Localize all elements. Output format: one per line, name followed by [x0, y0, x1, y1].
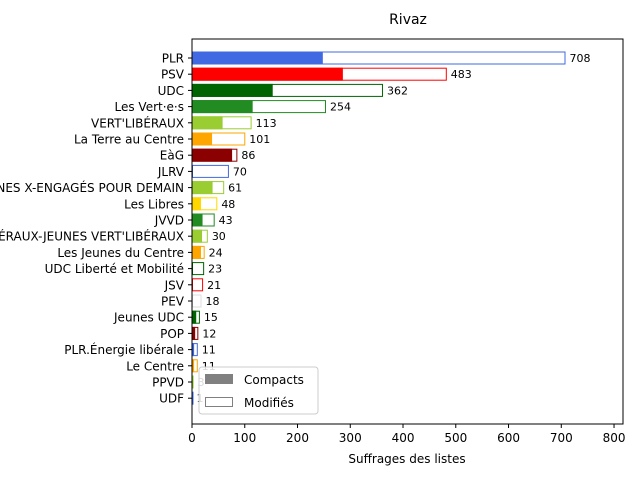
y-tick-label: PSV: [161, 68, 185, 82]
bar-compact: [192, 83, 273, 97]
y-tick-label: EàG: [160, 149, 184, 163]
bar-compact: [192, 197, 201, 211]
bar-modified-outline: [192, 391, 194, 405]
bar-compact: [192, 51, 323, 65]
bar-compact: [192, 359, 195, 373]
x-axis-ticks: 0 100 200 300 400 500 600 700 800: [188, 424, 625, 445]
bar-modified-outline: [192, 262, 205, 276]
x-tick-label: 700: [550, 431, 573, 445]
x-tick-label: 400: [392, 431, 415, 445]
bar-value-label: 48: [221, 198, 235, 211]
y-tick-label: Les Vert·e·s: [115, 100, 185, 114]
y-tick-label: UDC Liberté et Mobilité: [45, 262, 184, 276]
y-tick-label: Les Libres: [124, 197, 184, 211]
chart-title: Rivaz: [389, 12, 427, 28]
y-tick-label: JVVD: [154, 214, 184, 228]
bar-value-label: 708: [569, 52, 590, 65]
bar-modified-outline: [192, 375, 194, 389]
y-tick-label: La Terre au Centre: [74, 133, 184, 147]
bar-value-label: 113: [256, 117, 277, 130]
bar-value-label: 362: [387, 84, 408, 97]
bar-value-label: 24: [209, 246, 223, 259]
y-tick-label: PEV: [161, 295, 185, 309]
y-tick-label: UDC: [158, 84, 184, 98]
bar-value-label: 61: [228, 182, 242, 195]
bar-compact: [192, 100, 253, 114]
y-tick-label: Le Centre: [126, 359, 184, 373]
bar-value-label: 21: [207, 279, 221, 292]
bar-compact: [192, 245, 201, 259]
x-tick-label: 100: [233, 431, 256, 445]
y-tick-label: VERT'LIBÉRAUX: [91, 115, 184, 130]
bar-value-label: 12: [202, 327, 216, 340]
x-tick-label: 0: [188, 431, 196, 445]
bars-layer: 708 483 362 254 113 101 86 70 61 48 43 30 24 23 21 18 15…: [192, 51, 590, 405]
bar-value-label: 70: [233, 165, 247, 178]
x-tick-label: 800: [603, 431, 626, 445]
y-tick-label: PLR.Énergie libérale: [64, 342, 184, 357]
y-tick-label: PPVD: [152, 376, 184, 390]
plot-frame: [191, 38, 624, 425]
bar-value-label: 86: [241, 149, 255, 162]
bar-value-label: 30: [212, 230, 226, 243]
bar-value-label: 23: [208, 263, 222, 276]
bar-compact: [192, 132, 213, 146]
x-tick-label: 200: [286, 431, 309, 445]
y-tick-label: JEUNES VERT'LIBÉRAUX-JEUNES VERT'LIBÉRAU…: [0, 229, 184, 244]
bar-value-label: 254: [330, 101, 351, 114]
bar-compact: [192, 148, 233, 162]
bar-modified-outline: [192, 164, 229, 178]
bar-compact: [192, 229, 203, 243]
bar-compact: [192, 326, 196, 340]
x-tick-label: 600: [497, 431, 520, 445]
y-tick-label: Les Jeunes du Centre: [57, 246, 184, 260]
bar-value-label: 101: [249, 133, 270, 146]
bar-compact: [192, 343, 195, 357]
bar-compact: [192, 181, 213, 195]
bar-modified-outline: [192, 294, 202, 308]
bar-value-label: 11: [202, 344, 216, 357]
bar-modified-outline: [192, 278, 204, 292]
legend-swatch-compacts: [205, 374, 233, 384]
y-tick-label: POP: [160, 327, 184, 341]
y-tick-label: JEUNES X-ENGAGÉS POUR DEMAIN: [0, 180, 184, 195]
bar-value-label: 15: [204, 311, 218, 324]
y-tick-label: Jeunes UDC: [113, 311, 184, 325]
bar-value-label: 483: [451, 68, 472, 81]
bar-value-label: 43: [219, 214, 233, 227]
y-tick-label: JLRV: [157, 165, 185, 179]
y-tick-label: PLR: [162, 52, 184, 66]
bar-value-label: 18: [205, 295, 219, 308]
x-axis-label: Suffrages des listes: [348, 452, 465, 466]
y-tick-label: UDF: [159, 392, 184, 406]
legend-label-compacts: Compacts: [244, 373, 304, 387]
legend: Compacts Modifiés: [198, 366, 319, 415]
bar-compact: [192, 310, 197, 324]
bar-compact: [192, 213, 203, 227]
x-tick-label: 500: [444, 431, 467, 445]
bar-compact: [192, 116, 223, 130]
legend-label-modifies: Modifiés: [244, 396, 294, 410]
y-tick-label: JSV: [164, 278, 185, 292]
legend-swatch-modifies: [205, 397, 233, 407]
bar-compact: [192, 67, 343, 81]
x-tick-label: 300: [339, 431, 362, 445]
